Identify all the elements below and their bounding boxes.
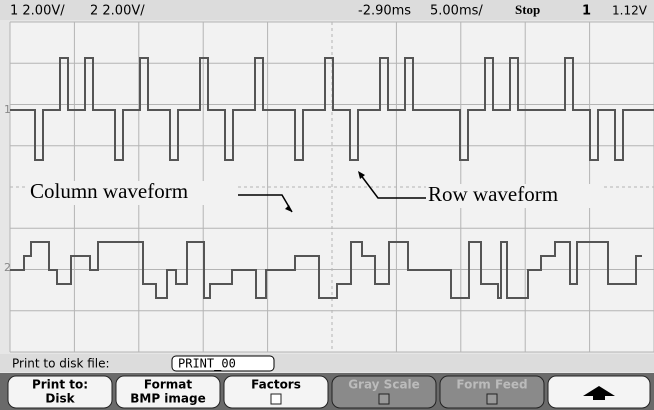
- trigger-level: 1.12V: [612, 4, 648, 18]
- filename: PRINT_00: [178, 357, 236, 371]
- ch1-scale: 1 2.00V/: [10, 4, 65, 19]
- softkey-label: Print to:: [32, 378, 88, 392]
- delay: -2.90ms: [358, 4, 411, 19]
- checkbox: [379, 394, 389, 404]
- ch1-marker: 1: [4, 103, 11, 116]
- softkey-label: BMP image: [130, 392, 206, 406]
- ch2-marker: 2: [4, 261, 11, 274]
- column-label: Column waveform: [30, 179, 188, 203]
- ch2-scale: 2 2.00V/: [90, 4, 145, 19]
- print-label: Print to disk file:: [12, 357, 110, 371]
- run-state: Stop: [515, 2, 540, 17]
- row-label: Row waveform: [428, 182, 558, 206]
- softkey-label: Disk: [45, 392, 75, 406]
- softkey-label: Form Feed: [456, 378, 527, 392]
- trigger-source: 1: [582, 4, 591, 19]
- checkbox: [487, 394, 497, 404]
- softkey-label: Gray Scale: [348, 378, 420, 392]
- scope-screen: 1 2.00V/ 2 2.00V/ -2.90ms 5.00ms/ Stop 1…: [0, 0, 654, 410]
- softkey-label: Factors: [251, 378, 301, 392]
- softkey-label: Format: [144, 378, 192, 392]
- checkbox: [271, 394, 281, 404]
- timebase: 5.00ms/: [430, 4, 483, 19]
